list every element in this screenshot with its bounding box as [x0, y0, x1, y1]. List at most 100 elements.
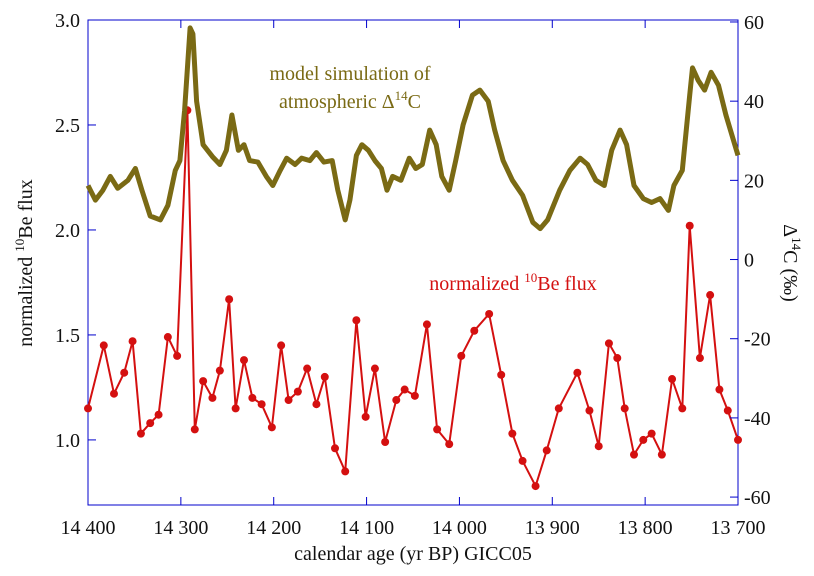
data-point: [604, 339, 613, 348]
data-point: [457, 351, 466, 360]
data-point: [231, 404, 240, 413]
data-point: [573, 368, 582, 377]
data-point: [410, 391, 419, 400]
data-point: [613, 354, 622, 363]
data-point: [594, 442, 603, 451]
data-point: [433, 425, 442, 434]
data-point: [657, 450, 666, 459]
annotation-sup: 14: [395, 88, 409, 103]
x-tick-label: 13 800: [618, 517, 673, 539]
data-point: [422, 320, 431, 329]
y2-tick-label: 20: [744, 170, 764, 192]
y-label-part: normalized: [15, 252, 37, 347]
plot-area: [84, 25, 742, 491]
data-point: [734, 435, 742, 444]
data-point: [331, 444, 339, 453]
data-point: [146, 419, 155, 428]
data-point: [695, 354, 704, 363]
data-point: [120, 368, 129, 377]
annotation-part: model simulation of: [269, 63, 430, 85]
data-point: [370, 364, 379, 373]
data-point: [400, 385, 409, 394]
data-point: [320, 372, 329, 381]
data-point: [303, 364, 312, 373]
data-point: [284, 396, 293, 405]
annotation-part: normalized: [429, 273, 524, 295]
y2-label-part: C (‰): [779, 250, 801, 302]
data-point: [99, 341, 108, 350]
data-point: [128, 337, 137, 346]
data-point: [392, 396, 401, 405]
x-tick-label: 14 300: [153, 517, 208, 539]
annotation-sup: 10: [524, 270, 537, 285]
data-point: [445, 440, 454, 449]
data-point: [554, 404, 563, 413]
data-point: [173, 351, 182, 360]
data-point: [723, 406, 732, 415]
data-point: [136, 429, 145, 438]
x-tick-label: 14 200: [246, 517, 301, 539]
y2-tick-label: -40: [744, 408, 771, 430]
data-point: [190, 425, 199, 434]
annotation-part: atmospheric Δ: [279, 91, 395, 113]
y2-tick-label: 60: [744, 12, 764, 34]
x-tick-label: 14 400: [61, 517, 116, 539]
x-tick-label: 14 100: [339, 517, 394, 539]
data-point: [497, 370, 506, 379]
data-point: [225, 295, 234, 304]
data-point: [542, 446, 551, 455]
data-point: [630, 450, 638, 459]
y2-tick-label: 0: [744, 250, 754, 272]
x-tick-label: 13 700: [711, 517, 766, 539]
data-point: [267, 423, 276, 432]
annotation-part: C: [408, 91, 421, 113]
data-point: [470, 326, 479, 335]
data-point: [531, 482, 540, 491]
data-point: [361, 412, 370, 421]
annotation: model simulation of: [269, 63, 430, 85]
annotation: atmospheric Δ14C: [279, 88, 421, 113]
data-point: [352, 316, 361, 325]
y2-label-part: Δ: [779, 224, 801, 237]
y2-label-sup: 14: [789, 237, 804, 251]
y-label-sup: 10: [12, 239, 27, 252]
data-point: [706, 291, 715, 300]
data-point: [381, 438, 390, 447]
data-point: [257, 400, 266, 409]
x-axis-label: calendar age (yr BP) GICC05: [294, 543, 532, 565]
data-point: [647, 429, 656, 438]
data-point: [341, 467, 350, 476]
data-point: [585, 406, 594, 415]
y2-tick-label: 40: [744, 91, 764, 113]
data-point: [685, 221, 694, 230]
annotation: normalized 10Be flux: [429, 270, 596, 295]
data-point: [639, 435, 648, 444]
data-point: [208, 393, 217, 402]
data-point: [668, 375, 677, 384]
y-tick-label: 2.5: [55, 115, 80, 137]
y-tick-label: 2.0: [55, 220, 80, 242]
y2-tick-label: -60: [744, 487, 771, 509]
x-tick-label: 13 900: [525, 517, 580, 539]
data-point: [485, 309, 494, 318]
y2-axis-label: Δ14C (‰): [779, 224, 804, 302]
data-point: [215, 366, 224, 375]
data-point: [715, 385, 724, 394]
data-point: [163, 333, 172, 342]
data-point: [240, 356, 248, 365]
y-tick-label: 1.5: [55, 325, 80, 347]
data-point: [154, 410, 163, 419]
data-point: [508, 429, 517, 438]
data-point: [620, 404, 629, 413]
data-point: [248, 393, 257, 402]
y-tick-label: 3.0: [55, 10, 80, 32]
plot-frame: [87, 19, 739, 506]
x-tick-label: 14 000: [432, 517, 487, 539]
data-point: [312, 400, 321, 409]
y2-tick-label: -20: [744, 329, 771, 351]
data-point: [199, 377, 208, 386]
series-line: [85, 25, 741, 232]
data-point: [84, 404, 92, 413]
data-point: [518, 456, 527, 465]
